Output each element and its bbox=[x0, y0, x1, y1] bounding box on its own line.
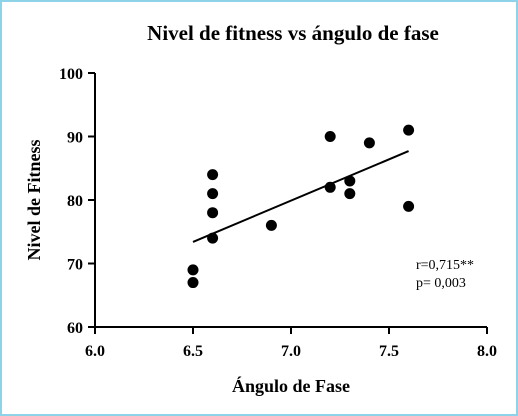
trendline bbox=[192, 150, 409, 243]
y-tick-label: 80 bbox=[67, 193, 83, 210]
trendline-group bbox=[192, 150, 409, 243]
data-point bbox=[207, 188, 219, 200]
ticks: 6.0 6.5 7.0 7.5 8.0 60 70 80 90 100 bbox=[59, 66, 497, 360]
y-tick-label: 60 bbox=[67, 320, 83, 337]
data-point bbox=[187, 264, 199, 276]
data-points bbox=[187, 124, 415, 289]
x-tick-label: 6.5 bbox=[183, 343, 203, 360]
data-point bbox=[403, 124, 415, 136]
data-point bbox=[324, 131, 336, 142]
y-tick-label: 70 bbox=[67, 257, 83, 274]
x-tick-label: 7.5 bbox=[379, 343, 399, 360]
data-point bbox=[265, 219, 277, 231]
x-tick-label: 7.0 bbox=[281, 343, 301, 360]
data-point bbox=[207, 169, 219, 181]
annotation-r: r=0,715** bbox=[416, 258, 474, 273]
y-tick-label: 100 bbox=[59, 66, 83, 83]
y-tick-label: 90 bbox=[67, 130, 83, 147]
data-point bbox=[344, 188, 356, 200]
x-axis-label: Ángulo de Fase bbox=[232, 375, 350, 396]
data-point bbox=[363, 137, 375, 149]
annotation-p: p= 0,003 bbox=[416, 276, 466, 291]
data-point bbox=[403, 200, 415, 212]
y-axis-label: Nivel de Fitness bbox=[24, 140, 44, 261]
chart-title: Nivel de fitness vs ángulo de fase bbox=[147, 21, 439, 45]
data-point bbox=[207, 207, 219, 219]
data-point bbox=[187, 277, 199, 289]
data-point bbox=[344, 175, 356, 187]
data-point bbox=[207, 232, 219, 244]
data-point bbox=[324, 181, 336, 193]
x-tick-label: 6.0 bbox=[85, 343, 105, 360]
x-tick-label: 8.0 bbox=[477, 343, 497, 360]
